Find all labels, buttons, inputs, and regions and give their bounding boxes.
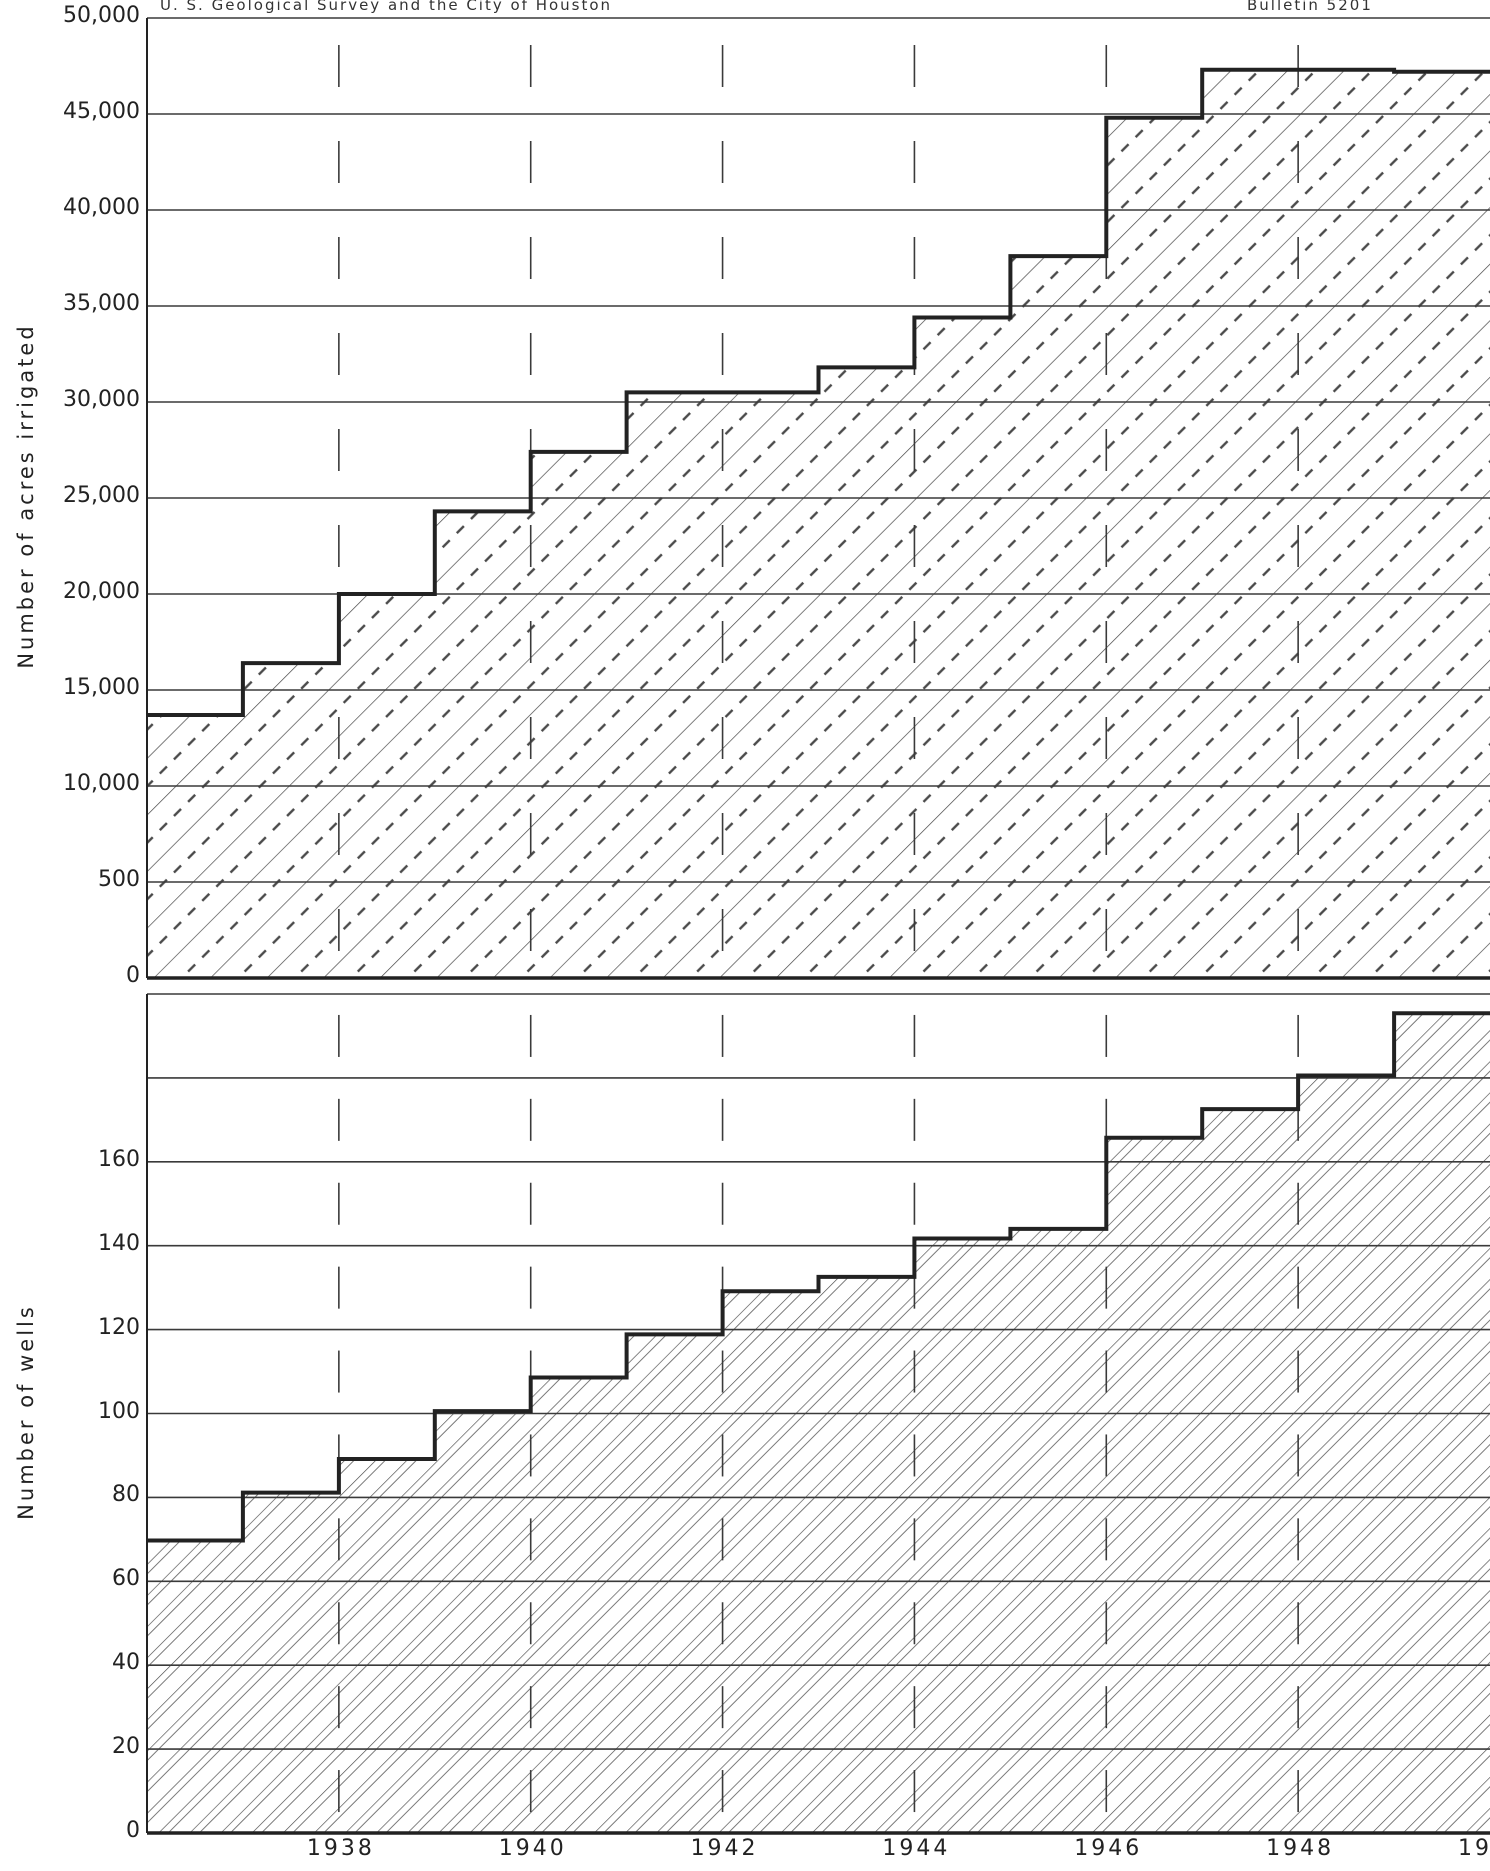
wells-y-tick-label: 0 xyxy=(126,1818,140,1843)
x-tick-label: 1938 xyxy=(306,1836,375,1861)
wells-y-tick-label: 120 xyxy=(98,1314,140,1340)
acres-y-tick-label: 10,000 xyxy=(63,771,140,796)
acres-step-line xyxy=(147,67,1490,717)
acres-area-fill xyxy=(147,69,1490,979)
acres-y-tick-label: 25,000 xyxy=(63,483,140,508)
wells-y-tick-label: 80 xyxy=(112,1482,140,1508)
x-tick-label: 1948 xyxy=(1266,1836,1335,1861)
x-tick-label: 1950 xyxy=(1458,1836,1490,1861)
x-tick-label: 1944 xyxy=(882,1836,951,1861)
acres-y-tick-label: 15,000 xyxy=(63,675,140,700)
acres-y-tick-label: 20,000 xyxy=(63,579,140,604)
wells-y-tick-label: 40 xyxy=(112,1650,140,1676)
wells-area-fill xyxy=(147,1013,1490,1833)
wells-y-axis-label: Number of wells xyxy=(14,1303,38,1520)
wells-y-tick-label: 140 xyxy=(98,1230,140,1256)
wells-step-line xyxy=(147,1011,1490,1543)
wells-y-tick-label: 20 xyxy=(112,1734,140,1760)
acres-y-axis-label: Number of acres irrigated xyxy=(14,323,38,669)
page-header-right: Bulletin 5201 xyxy=(1247,0,1373,14)
acres-y-tick-label: 45,000 xyxy=(63,99,140,124)
acres-y-tick-label: 40,000 xyxy=(63,195,140,220)
x-tick-label: 1942 xyxy=(690,1836,759,1861)
acres-y-tick-label: 500 xyxy=(98,867,140,892)
wells-y-tick-label: 60 xyxy=(112,1566,140,1592)
wells-y-tick-label: 100 xyxy=(98,1398,140,1424)
acres-y-tick-label: 30,000 xyxy=(63,387,140,412)
acres-y-tick-label: 35,000 xyxy=(63,291,140,316)
acres-y-tick-label: 50,000 xyxy=(63,3,140,28)
page-header-left: U. S. Geological Survey and the City of … xyxy=(160,0,613,14)
x-tick-label: 1940 xyxy=(498,1836,567,1861)
acres-y-tick-label: 0 xyxy=(126,963,140,988)
x-tick-label: 1946 xyxy=(1074,1836,1143,1861)
wells-y-tick-label: 160 xyxy=(98,1146,140,1172)
